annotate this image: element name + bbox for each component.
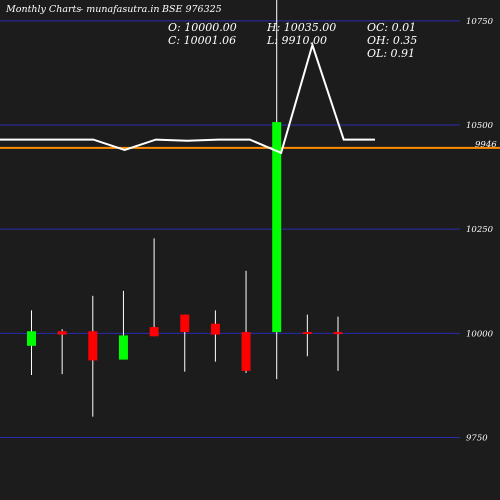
grid-lines	[0, 20, 460, 438]
high-value: H: 10035.00	[266, 21, 336, 34]
candle-body	[57, 331, 67, 335]
price-line	[0, 41, 375, 155]
brand-label: Monthly Charts	[5, 4, 81, 15]
candle-body	[210, 323, 220, 335]
symbol-label: BSE 976325	[161, 4, 222, 15]
y-tick-label: 10250	[466, 225, 494, 235]
candle-body	[241, 332, 251, 371]
reference-label: 9946	[475, 140, 497, 150]
candle-body	[180, 314, 190, 333]
candles-group	[27, 0, 343, 417]
y-tick-label: 10500	[466, 121, 494, 131]
y-tick-label: 10750	[466, 17, 494, 27]
y-tick-label: 10000	[466, 329, 494, 339]
ol-value: OL: 0.91	[367, 47, 415, 60]
oh-value: OH: 0.35	[367, 34, 417, 47]
candle-body	[27, 331, 36, 346]
candle-body	[118, 335, 128, 360]
site-label: - munafasutra.in	[80, 4, 160, 15]
low-value: L: 9910.00	[266, 34, 327, 47]
oc-value: OC: 0.01	[367, 21, 416, 34]
candle-body	[88, 331, 98, 361]
candle-body	[149, 327, 159, 337]
candle-body	[302, 332, 312, 335]
y-axis-labels: 10750 10500 10250 10000 9750	[466, 17, 494, 444]
candle-body	[272, 122, 282, 333]
open-value: O: 10000.00	[168, 21, 237, 34]
candle-body	[333, 332, 343, 335]
y-tick-label: 9750	[466, 434, 488, 444]
close-value: C: 10001.06	[168, 34, 236, 47]
